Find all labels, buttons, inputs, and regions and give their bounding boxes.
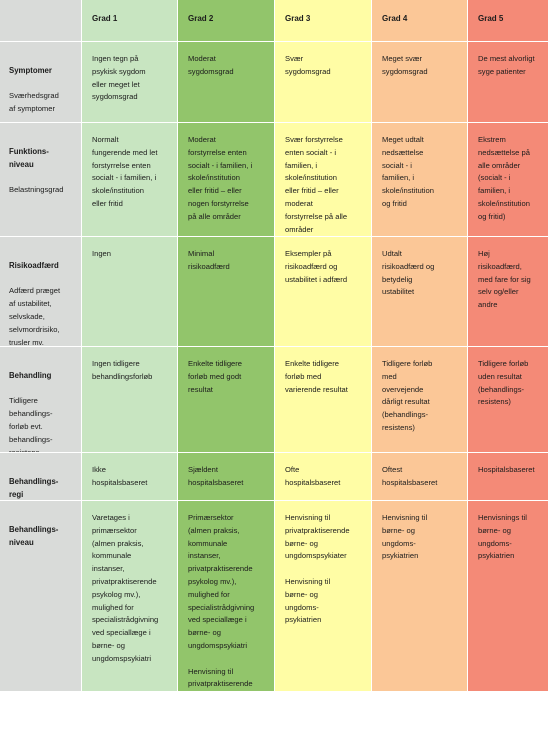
- grade-1-header: Grad 1: [82, 0, 178, 42]
- risikoadfaerd-grade-1: Ingen: [82, 237, 178, 347]
- behandlingsregi-grade-4: Oftest hospitalsbaseret: [372, 453, 468, 501]
- grade-3-header: Grad 3: [275, 0, 372, 42]
- row-title: Funktions- niveau: [9, 146, 49, 169]
- behandlingsregi-grade-5: Hospitalsbaseret: [468, 453, 548, 501]
- grade-5-header: Grad 5: [468, 0, 548, 42]
- symptomer-grade-2: Moderat sygdomsgrad: [178, 42, 275, 123]
- row-subtitle: Sværhedsgrad af symptomer: [9, 91, 59, 114]
- cell-text-secondary: Henvisning til privatpraktiserende børne…: [188, 666, 253, 689]
- grade-2-header: Grad 2: [178, 0, 275, 42]
- risikoadfaerd-grade-4: Udtalt risikoadfærd og betydelig ustabil…: [372, 237, 468, 347]
- behandlingsregi-grade-1: Ikke hospitalsbaseret: [82, 453, 178, 501]
- behandlingsniveau-grade-3: Henvisning til privatpraktiserende børne…: [275, 501, 372, 692]
- row-header-symptomer: Symptomer Sværhedsgrad af symptomer: [0, 42, 82, 123]
- row-title: Behandlings- niveau: [9, 524, 59, 547]
- risikoadfaerd-grade-3: Eksempler på risikoadfærd og ustabilitet…: [275, 237, 372, 347]
- risikoadfaerd-grade-2: Minimal risikoadfærd: [178, 237, 275, 347]
- row-header-behandlingsniveau: Behandlings- niveau: [0, 501, 82, 692]
- funktionsniveau-grade-1: Normalt fungerende med let forstyrrelse …: [82, 123, 178, 237]
- funktionsniveau-grade-5: Ekstrem nedsættelse på alle områder (soc…: [468, 123, 548, 237]
- row-title: Behandling: [9, 370, 52, 380]
- row-subtitle: Tidligere behandlings- forløb evt. behan…: [9, 396, 53, 453]
- row-title: Behandlings- regi: [9, 476, 59, 499]
- symptomer-grade-5: De mest alvorligt syge patienter: [468, 42, 548, 123]
- symptomer-grade-4: Meget svær sygdomsgrad: [372, 42, 468, 123]
- behandling-grade-3: Enkelte tidligere forløb med varierende …: [275, 347, 372, 453]
- row-header-funktionsniveau: Funktions- niveau Belastningsgrad: [0, 123, 82, 237]
- grade-4-header: Grad 4: [372, 0, 468, 42]
- funktionsniveau-grade-3: Svær forstyrrelse enten socialt - i fami…: [275, 123, 372, 237]
- behandling-grade-2: Enkelte tidligere forløb med godt result…: [178, 347, 275, 453]
- behandlingsniveau-grade-4: Henvisning til børne- og ungdoms- psykia…: [372, 501, 468, 692]
- corner-cell: [0, 0, 82, 42]
- symptomer-grade-1: Ingen tegn på psykisk sygdom eller meget…: [82, 42, 178, 123]
- row-header-behandling: Behandling Tidligere behandlings- forløb…: [0, 347, 82, 453]
- funktionsniveau-grade-4: Meget udtalt nedsættelse socialt - i fam…: [372, 123, 468, 237]
- row-header-risikoadfaerd: Risikoadfærd Adfærd præget af ustabilite…: [0, 237, 82, 347]
- cell-text-primary: Henvisning til privatpraktiserende børne…: [285, 513, 350, 561]
- cell-text-primary: Primærsektor (almen praksis, kommunale i…: [188, 513, 255, 650]
- behandlingsniveau-grade-1: Varetages i primærsektor (almen praksis,…: [82, 501, 178, 692]
- row-title: Symptomer: [9, 65, 52, 75]
- row-subtitle: Adfærd præget af ustabilitet, selvskade,…: [9, 286, 61, 347]
- funktionsniveau-grade-2: Moderat forstyrrelse enten socialt - i f…: [178, 123, 275, 237]
- behandlingsregi-grade-2: Sjældent hospitalsbaseret: [178, 453, 275, 501]
- risikoadfaerd-grade-5: Høj risikoadfærd, med fare for sig selv …: [468, 237, 548, 347]
- behandlingsregi-grade-3: Ofte hospitalsbaseret: [275, 453, 372, 501]
- symptomer-grade-3: Svær sygdomsgrad: [275, 42, 372, 123]
- behandlingsniveau-grade-5: Henvisnings til børne- og ungdoms- psyki…: [468, 501, 548, 692]
- row-subtitle: Belastningsgrad: [9, 185, 64, 195]
- behandling-grade-4: Tidligere forløb med overvejende dårligt…: [372, 347, 468, 453]
- cell-text-secondary: Henvisning til børne- og ungdoms- psykia…: [285, 576, 331, 625]
- behandling-grade-5: Tidligere forløb uden resultat (behandli…: [468, 347, 548, 453]
- behandlingsniveau-grade-2: Primærsektor (almen praksis, kommunale i…: [178, 501, 275, 692]
- row-header-behandlingsregi: Behandlings- regi: [0, 453, 82, 501]
- behandling-grade-1: Ingen tidligere behandlingsforløb: [82, 347, 178, 453]
- row-title: Risikoadfærd: [9, 260, 59, 270]
